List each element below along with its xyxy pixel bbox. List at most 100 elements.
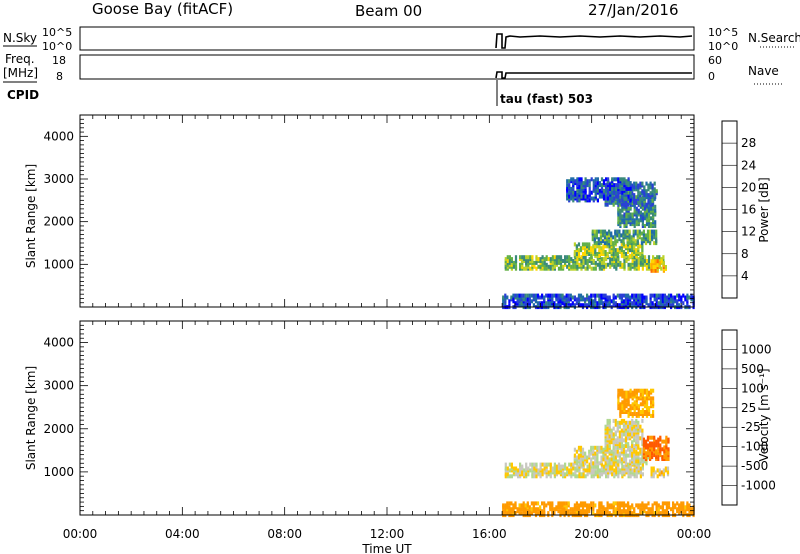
velocity-cell (553, 511, 556, 516)
cpid-label: CPID (7, 88, 39, 102)
power-cell (600, 186, 604, 191)
velocity-cell (672, 509, 675, 514)
velocity-cell (592, 505, 595, 510)
velocity-cell (567, 509, 570, 514)
power-cell (636, 239, 639, 244)
power-cell (633, 193, 636, 198)
power-cell (645, 212, 649, 217)
velocity-cell (616, 440, 619, 445)
power-cell (588, 257, 591, 262)
velocity-cell (502, 503, 505, 508)
velocity-cell (643, 503, 646, 508)
power-cell (571, 295, 574, 300)
velocity-cell (537, 468, 540, 473)
power-cell (632, 229, 635, 234)
velocity-cell (620, 428, 623, 433)
velocity-cell (645, 406, 649, 411)
power-cell (612, 202, 615, 207)
power-cell (610, 237, 613, 242)
power-cell (637, 183, 640, 188)
velocity-cell (647, 507, 650, 512)
power-cell (520, 301, 523, 306)
velocity-cell (616, 507, 619, 512)
power-cell (631, 293, 634, 298)
velocity-cell (637, 440, 640, 445)
power-cell (584, 185, 587, 189)
power-cell (598, 248, 601, 253)
velocity-cell (627, 442, 630, 447)
velocity-cell (613, 468, 616, 473)
velocity-cell (637, 388, 640, 393)
velocity-cell (584, 474, 587, 479)
power-cell (522, 293, 525, 298)
velocity-cell (629, 388, 632, 393)
power-cell (594, 250, 597, 254)
power-cell (580, 177, 583, 182)
power-cell (523, 266, 526, 271)
velocity-cell (643, 388, 647, 393)
power-cell (566, 264, 569, 269)
power-cell (512, 260, 516, 265)
power-cell (545, 255, 548, 260)
velocity-cell (553, 468, 556, 473)
power-cell (655, 237, 658, 242)
power-cell (598, 253, 601, 258)
velocity-cell (637, 451, 640, 456)
power-cell (629, 183, 632, 188)
velocity-cell (616, 501, 619, 506)
power-cell (642, 235, 645, 240)
velocity-cell (596, 474, 599, 479)
power-cell (605, 262, 608, 267)
velocity-cell (575, 501, 578, 506)
power-cell (678, 293, 681, 298)
power-cell (639, 216, 642, 221)
power-cell (620, 253, 623, 258)
velocity-cell (690, 511, 693, 516)
power-cell (650, 265, 653, 269)
velocity-cell (549, 468, 552, 473)
velocity-cell (510, 507, 513, 512)
power-cell (522, 297, 525, 302)
velocity-cell (667, 457, 670, 461)
power-cell (555, 260, 558, 265)
velocity-cell (506, 472, 509, 477)
power-cell (651, 293, 654, 298)
power-cell (588, 186, 591, 191)
velocity-cell (590, 501, 593, 506)
velocity-cell (606, 444, 609, 449)
power-cell (598, 244, 601, 249)
power-cell (586, 259, 589, 263)
x-tick-label: 20:00 (574, 527, 609, 541)
velocity-cell (565, 509, 568, 514)
power-cell (568, 183, 571, 188)
power-cell (525, 266, 528, 271)
velocity-cell (608, 424, 611, 429)
velocity-cell (539, 505, 542, 510)
power-cell (655, 303, 658, 308)
power-cell (584, 259, 587, 263)
power-cell (643, 206, 647, 211)
velocity-cell (596, 445, 599, 450)
velocity-cell (514, 501, 517, 506)
power-cell (627, 199, 630, 204)
velocity-colorbar-tick: 500 (741, 362, 764, 376)
power-cell (622, 229, 625, 234)
velocity-cell (620, 457, 623, 462)
power-cell (582, 264, 585, 269)
power-cell (602, 301, 605, 306)
velocity-cell (682, 511, 685, 516)
power-cell (618, 237, 621, 242)
power-cell (586, 194, 589, 199)
velocity-cell (508, 505, 511, 510)
velocity-cell (651, 503, 654, 508)
power-cell (641, 259, 644, 263)
velocity-cell (622, 449, 626, 454)
velocity-cell (650, 388, 653, 393)
power-cell (619, 185, 622, 189)
power-cell (641, 216, 644, 221)
power-cell (608, 229, 611, 234)
velocity-cell (661, 501, 664, 506)
power-cell (608, 248, 611, 253)
velocity-cell (661, 505, 664, 510)
power-cell (590, 266, 593, 271)
